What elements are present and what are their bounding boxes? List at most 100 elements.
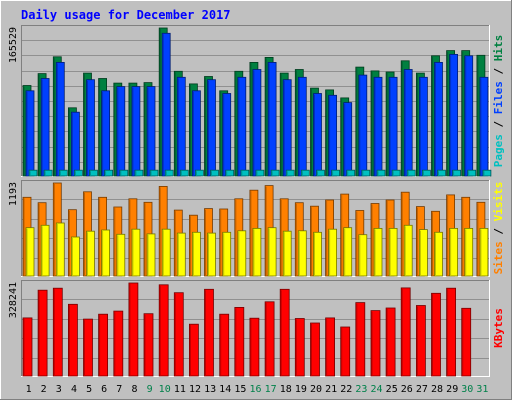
bar-pages: [270, 169, 280, 177]
series-sites: [25, 222, 489, 277]
bar-kbytes: [385, 307, 396, 377]
bar-sites: [252, 227, 262, 277]
y-max-label: 328241: [8, 282, 19, 318]
x-tick-label: 30: [461, 384, 473, 395]
bar-pages: [452, 169, 462, 177]
series-legend-label: Sites / Visits: [492, 182, 505, 275]
bar-pages: [285, 169, 295, 177]
bar-sites: [343, 227, 353, 277]
x-tick-label: 1: [26, 384, 32, 395]
x-tick-label: 17: [265, 384, 277, 395]
bar-sites: [131, 228, 141, 277]
bar-kbytes: [325, 317, 336, 377]
x-tick-label: 2: [41, 384, 47, 395]
bar-sites: [207, 232, 216, 277]
x-tick-label: 16: [249, 384, 261, 395]
bar-sites: [237, 230, 247, 277]
bar-kbytes: [22, 317, 33, 377]
bar-kbytes: [310, 322, 320, 377]
x-tick-label: 21: [325, 384, 337, 395]
bar-kbytes: [461, 307, 472, 377]
bar-sites: [267, 227, 277, 277]
bar-kbytes: [279, 288, 290, 377]
bar-sites: [40, 224, 50, 277]
x-tick-label: 9: [147, 384, 153, 395]
bar-pages: [225, 169, 235, 177]
bar-kbytes: [446, 287, 457, 377]
bar-sites: [403, 224, 413, 277]
bar-kbytes: [340, 326, 351, 377]
x-tick-label: 20: [310, 384, 322, 395]
panel-pages-files-hits: 165529 Pages / Files / Hits: [8, 25, 505, 177]
bar-pages: [421, 169, 431, 177]
x-tick-label: 10: [159, 384, 171, 395]
legend-part: KBytes: [492, 308, 505, 348]
legend-part: Files: [492, 81, 505, 114]
bar-sites: [55, 222, 65, 277]
bar-sites: [328, 228, 338, 277]
x-tick-label: 31: [476, 384, 488, 395]
bar-pages: [210, 169, 219, 177]
x-tick-label: 4: [71, 384, 77, 395]
bar-kbytes: [37, 289, 48, 377]
bar-pages: [437, 169, 446, 177]
legend-part: /: [492, 61, 505, 81]
legend-part: Pages: [492, 134, 505, 167]
bar-kbytes: [173, 292, 184, 377]
x-tick-label: 14: [219, 384, 231, 395]
x-tick-label: 28: [431, 384, 443, 395]
x-tick-label: 13: [204, 384, 216, 395]
bar-pages: [255, 169, 265, 177]
legend-part: Hits: [492, 35, 505, 62]
x-tick-label: 8: [131, 384, 137, 395]
x-tick-label: 3: [56, 384, 62, 395]
legend-part: /: [492, 114, 505, 134]
bar-pages: [164, 169, 174, 177]
bar-pages: [240, 169, 250, 177]
bar-pages: [89, 169, 98, 177]
bar-pages: [331, 169, 341, 177]
bars: [22, 282, 472, 377]
bar-sites: [71, 236, 80, 277]
x-tick-label: 24: [370, 384, 382, 395]
bar-pages: [28, 169, 38, 177]
bar-kbytes: [415, 305, 426, 377]
bar-pages: [149, 169, 159, 177]
x-tick-label: 11: [174, 384, 186, 395]
x-tick-label: 19: [295, 384, 307, 395]
legend-part: /: [492, 221, 505, 241]
bar-pages: [194, 169, 204, 177]
bar-pages: [179, 169, 189, 177]
bar-sites: [222, 231, 232, 277]
bar-pages: [43, 169, 53, 177]
bar-sites: [176, 232, 186, 277]
bar-pages: [104, 169, 113, 177]
bar-sites: [191, 231, 201, 277]
bar-kbytes: [400, 287, 411, 377]
bar-kbytes: [219, 313, 230, 377]
bar-sites: [25, 227, 35, 277]
bar-pages: [361, 169, 371, 177]
bar-pages: [482, 169, 492, 177]
bar-sites: [479, 227, 489, 277]
bar-pages: [376, 169, 386, 177]
x-tick-label: 6: [101, 384, 107, 395]
bar-kbytes: [158, 284, 169, 377]
bar-kbytes: [264, 301, 275, 377]
bar-pages: [391, 169, 401, 177]
chart-title: Daily usage for December 2017: [21, 8, 231, 22]
bar-pages: [58, 169, 68, 177]
x-tick-label: 27: [416, 384, 428, 395]
bar-pages: [406, 169, 416, 177]
legend-part: Visits: [492, 182, 505, 222]
bar-sites: [434, 231, 443, 277]
bar-kbytes: [431, 292, 441, 377]
bar-sites: [116, 233, 126, 277]
legend-part: Sites: [492, 241, 505, 274]
x-tick-label: 18: [280, 384, 292, 395]
panel-kbytes: 328241 KBytes: [8, 280, 505, 377]
bars: [22, 27, 492, 177]
bar-kbytes: [355, 302, 366, 377]
bar-pages: [300, 169, 310, 177]
